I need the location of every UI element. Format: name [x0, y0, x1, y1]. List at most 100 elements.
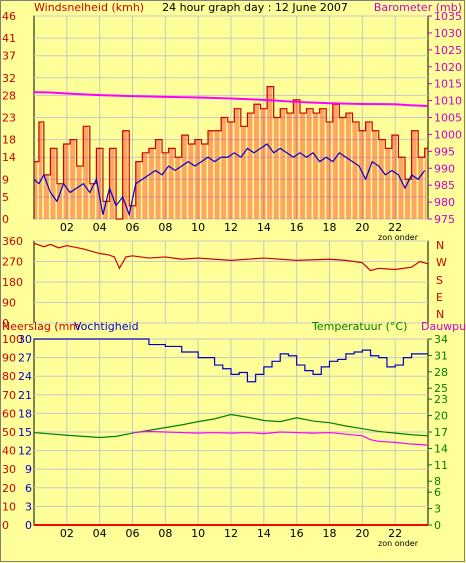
barometer-axis-label: Barometer (mb) — [374, 1, 462, 14]
wind-speed-tick-label: 14 — [2, 151, 16, 164]
wind-gust-bar — [365, 121, 371, 219]
wind-gust-bar — [188, 143, 194, 219]
dewpoint-axis-label: Dauwpunt — [421, 320, 466, 333]
wind-gust-bar — [411, 130, 417, 219]
x-tick-label: 04 — [93, 527, 107, 540]
wind-gust-bar — [234, 108, 240, 219]
humidity-tick-label: 80 — [2, 370, 16, 383]
x-tick-label: 20 — [355, 221, 369, 234]
wind-gust-bar — [247, 113, 253, 219]
direction-letter-n: N — [436, 239, 444, 252]
rain-tick-label: 6 — [25, 482, 32, 495]
wind-speed-tick-label: 41 — [2, 32, 16, 45]
wind-gust-bar — [102, 201, 109, 219]
temperature-tick-label: 17 — [434, 426, 448, 439]
wind-gust-bar — [253, 104, 260, 219]
humidity-tick-label: 40 — [2, 445, 16, 458]
wind-speed-tick-label: 23 — [2, 112, 16, 125]
humidity-tick-label: 30 — [2, 463, 16, 476]
wind-gust-bar — [372, 130, 378, 219]
rain-tick-label: 21 — [18, 389, 32, 402]
wind-gust-bar — [293, 99, 299, 219]
x-tick-label: 10 — [191, 527, 205, 540]
wind-gust-bar — [313, 113, 319, 219]
wind-speed-tick-label: 5 — [2, 191, 9, 204]
wind-gust-bar — [208, 130, 214, 219]
rain-tick-label: 30 — [18, 333, 32, 346]
wind-gust-bar — [148, 148, 154, 219]
rain-axis-label: Neerslag (mm — [2, 320, 80, 333]
barometer-tick-label: 990 — [434, 162, 455, 175]
x-tick-label: 12 — [224, 527, 238, 540]
x-tick-label: 02 — [60, 527, 74, 540]
wind-speed-tick-label: 37 — [2, 50, 16, 63]
humidity-line — [34, 338, 428, 383]
x-tick-label: 04 — [93, 221, 107, 234]
wind-speed-tick-label: 46 — [2, 10, 16, 23]
sunset-caption: zon onder — [378, 539, 419, 548]
x-tick-label: 22 — [388, 221, 402, 234]
wind-gust-bar — [345, 113, 351, 219]
wind-gust-bar — [326, 121, 332, 219]
x-tick-label: 10 — [191, 221, 205, 234]
wind-gust-bar — [34, 161, 38, 219]
wind-speed-tick-label: 9 — [2, 173, 9, 186]
x-tick-label: 16 — [290, 221, 304, 234]
rain-tick-label: 0 — [25, 519, 32, 532]
dewpoint-line — [132, 430, 429, 446]
humidity-tick-label: 0 — [2, 519, 9, 532]
wind-gust-bar — [43, 174, 49, 219]
barometer-line — [33, 91, 429, 107]
wind-gust-bar — [319, 108, 325, 219]
wind-gust-bar — [109, 148, 115, 219]
humidity-tick-label: 100 — [2, 333, 23, 346]
wind-gust-bar — [280, 108, 286, 219]
wind-gust-bar — [155, 139, 161, 219]
wind-gust-bar — [194, 139, 200, 219]
wind-gust-bar — [96, 148, 102, 219]
wind-gust-bar — [63, 143, 69, 219]
temperature-tick-label: 25 — [434, 382, 448, 395]
wind-gust-bar — [135, 161, 141, 219]
wind-gust-bar — [168, 148, 174, 219]
wind-gust-bar — [391, 135, 397, 219]
wind-gust-bar — [38, 121, 43, 219]
wind-gust-bar — [201, 143, 207, 219]
wind-gust-bar — [83, 126, 89, 219]
temperature-tick-label: 31 — [434, 349, 448, 362]
barometer-tick-label: 1015 — [434, 78, 462, 91]
humidity-tick-label: 20 — [2, 482, 16, 495]
rain-tick-label: 24 — [18, 370, 32, 383]
direction-tick-label: 360 — [2, 235, 23, 248]
wind-gust-bar — [385, 148, 391, 219]
wind-gust-bar — [70, 139, 76, 219]
wind-gust-bar — [306, 108, 312, 219]
wind-gust-bar — [267, 86, 273, 219]
direction-tick-label: 180 — [2, 276, 23, 289]
wind-gust-bar — [89, 183, 95, 219]
wind-gust-bar — [352, 121, 358, 219]
wind-gust-bar — [405, 179, 411, 219]
rain-tick-label: 15 — [18, 426, 32, 439]
barometer-tick-label: 1025 — [434, 44, 462, 57]
wind-speed-axis-label: Windsnelheid (kmh) — [34, 1, 144, 14]
temperature-tick-label: 6 — [434, 486, 441, 499]
humidity-tick-label: 50 — [2, 426, 16, 439]
temperature-line — [33, 413, 429, 439]
wind-gust-bar — [339, 117, 345, 219]
rain-tick-label: 18 — [18, 407, 32, 420]
wind-gust-bar — [424, 148, 427, 219]
wind-gust-bar — [142, 152, 148, 219]
wind-gust-bar — [260, 108, 266, 219]
wind-gust-bar — [129, 205, 135, 219]
wind-direction-line — [33, 242, 429, 272]
direction-letter-e: E — [436, 291, 443, 304]
wind-gust-bar — [221, 117, 227, 219]
wind-average-line — [33, 143, 426, 217]
barometer-tick-label: 1020 — [434, 61, 462, 74]
rain-tick-label: 9 — [25, 463, 32, 476]
x-tick-label: 06 — [126, 221, 140, 234]
barometer-tick-label: 995 — [434, 145, 455, 158]
